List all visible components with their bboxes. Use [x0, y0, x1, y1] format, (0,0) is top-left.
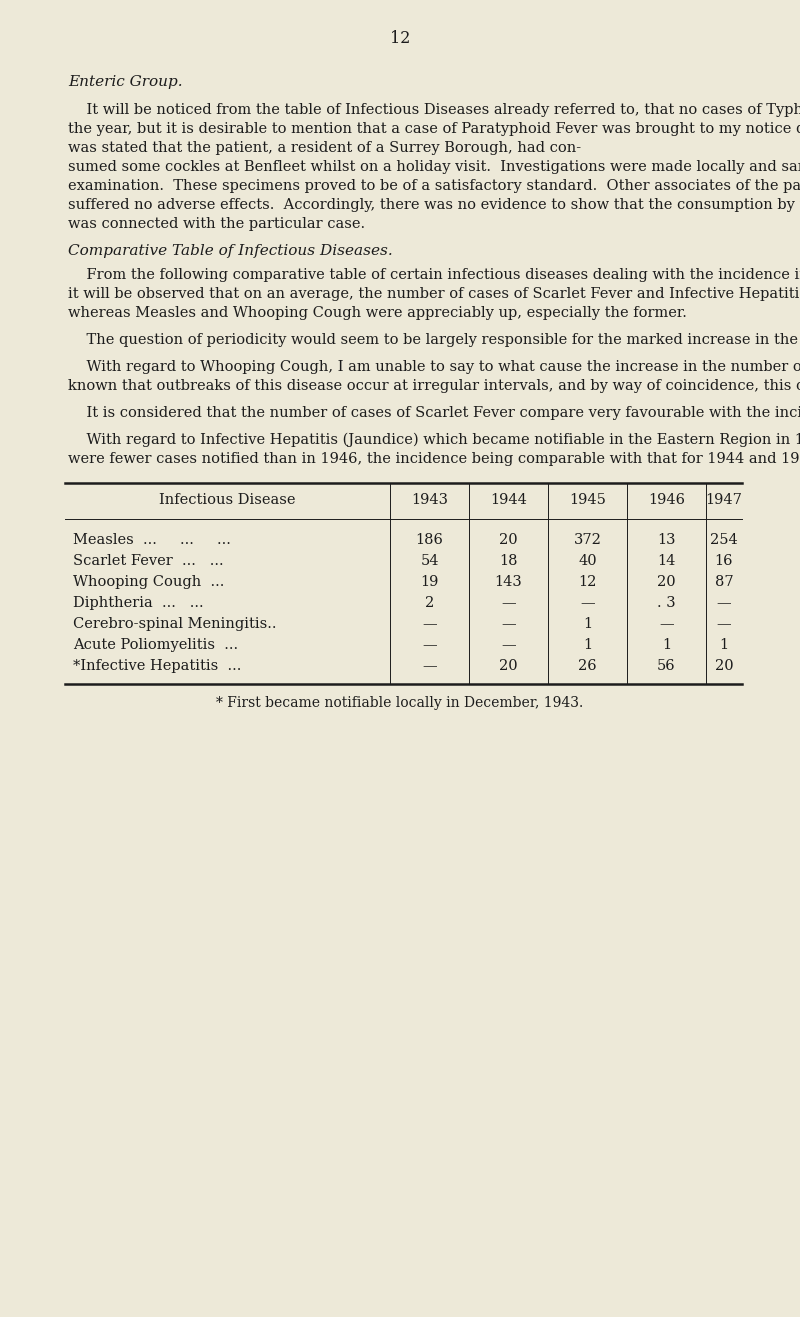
Text: 20: 20: [499, 658, 518, 673]
Text: 19: 19: [420, 576, 438, 589]
Text: The question of periodicity would seem to be largely responsible for the marked : The question of periodicity would seem t…: [68, 333, 800, 346]
Text: 1: 1: [583, 637, 592, 652]
Text: examination.  These specimens proved to be of a satisfactory standard.  Other as: examination. These specimens proved to b…: [68, 179, 800, 194]
Text: —: —: [580, 597, 595, 610]
Text: 16: 16: [714, 554, 734, 568]
Text: —: —: [717, 597, 731, 610]
Text: 1947: 1947: [706, 493, 742, 507]
Text: —: —: [717, 616, 731, 631]
Text: 26: 26: [578, 658, 597, 673]
Text: suffered no adverse effects.  Accordingly, there was no evidence to show that th: suffered no adverse effects. Accordingly…: [68, 198, 800, 212]
Text: 20: 20: [657, 576, 676, 589]
Text: From the following comparative table of certain infectious diseases dealing with: From the following comparative table of …: [68, 267, 800, 282]
Text: 1944: 1944: [490, 493, 527, 507]
Text: was connected with the particular case.: was connected with the particular case.: [68, 217, 365, 230]
Text: *Infective Hepatitis  ...: *Infective Hepatitis ...: [73, 658, 242, 673]
Text: With regard to Whooping Cough, I am unable to say to what cause the increase in : With regard to Whooping Cough, I am unab…: [68, 360, 800, 374]
Text: Acute Poliomyelitis  ...: Acute Poliomyelitis ...: [73, 637, 238, 652]
Text: 1946: 1946: [648, 493, 685, 507]
Text: 13: 13: [658, 533, 676, 547]
Text: 87: 87: [714, 576, 734, 589]
Text: 1945: 1945: [569, 493, 606, 507]
Text: 1943: 1943: [411, 493, 448, 507]
Text: Infectious Disease: Infectious Disease: [159, 493, 296, 507]
Text: 1: 1: [662, 637, 671, 652]
Text: 12: 12: [578, 576, 597, 589]
Text: it will be observed that on an average, the number of cases of Scarlet Fever and: it will be observed that on an average, …: [68, 287, 800, 302]
Text: Scarlet Fever  ...   ...: Scarlet Fever ... ...: [73, 554, 224, 568]
Text: 12: 12: [390, 30, 410, 47]
Text: 14: 14: [658, 554, 676, 568]
Text: 254: 254: [710, 533, 738, 547]
Text: Measles  ...     ...     ...: Measles ... ... ...: [73, 533, 231, 547]
Text: 20: 20: [714, 658, 734, 673]
Text: known that outbreaks of this disease occur at irregular intervals, and by way of: known that outbreaks of this disease occ…: [68, 379, 800, 392]
Text: * First became notifiable locally in December, 1943.: * First became notifiable locally in Dec…: [216, 695, 584, 710]
Text: 143: 143: [494, 576, 522, 589]
Text: —: —: [501, 616, 516, 631]
Text: It is considered that the number of cases of Scarlet Fever compare very favourab: It is considered that the number of case…: [68, 406, 800, 420]
Text: . 3: . 3: [657, 597, 676, 610]
Text: 40: 40: [578, 554, 597, 568]
Text: 186: 186: [415, 533, 443, 547]
Text: —: —: [422, 658, 437, 673]
Text: was stated that the patient, a resident of a Surrey Borough, had con-: was stated that the patient, a resident …: [68, 141, 581, 155]
Text: 20: 20: [499, 533, 518, 547]
Text: It will be noticed from the table of Infectious Diseases already referred to, th: It will be noticed from the table of Inf…: [68, 103, 800, 117]
Text: 2: 2: [425, 597, 434, 610]
Text: sumed some cockles at Benfleet whilst on a holiday visit.  Investigations were m: sumed some cockles at Benfleet whilst on…: [68, 159, 800, 174]
Text: 54: 54: [420, 554, 438, 568]
Text: were fewer cases notified than in 1946, the incidence being comparable with that: were fewer cases notified than in 1946, …: [68, 452, 800, 466]
Text: 1: 1: [719, 637, 729, 652]
Text: 1: 1: [583, 616, 592, 631]
Text: —: —: [501, 597, 516, 610]
Text: With regard to Infective Hepatitis (Jaundice) which became notifiable in the Eas: With regard to Infective Hepatitis (Jaun…: [68, 433, 800, 448]
Text: 56: 56: [657, 658, 676, 673]
Text: 372: 372: [574, 533, 602, 547]
Text: the year, but it is desirable to mention that a case of Paratyphoid Fever was br: the year, but it is desirable to mention…: [68, 122, 800, 136]
Text: Diphtheria  ...   ...: Diphtheria ... ...: [73, 597, 204, 610]
Text: Cerebro-spinal Meningitis..: Cerebro-spinal Meningitis..: [73, 616, 277, 631]
Text: —: —: [501, 637, 516, 652]
Text: whereas Measles and Whooping Cough were appreciably up, especially the former.: whereas Measles and Whooping Cough were …: [68, 306, 687, 320]
Text: —: —: [422, 616, 437, 631]
Text: —: —: [422, 637, 437, 652]
Text: Comparative Table of Infectious Diseases.: Comparative Table of Infectious Diseases…: [68, 244, 393, 258]
Text: Whooping Cough  ...: Whooping Cough ...: [73, 576, 224, 589]
Text: 18: 18: [499, 554, 518, 568]
Text: Enteric Group.: Enteric Group.: [68, 75, 182, 90]
Text: —: —: [659, 616, 674, 631]
